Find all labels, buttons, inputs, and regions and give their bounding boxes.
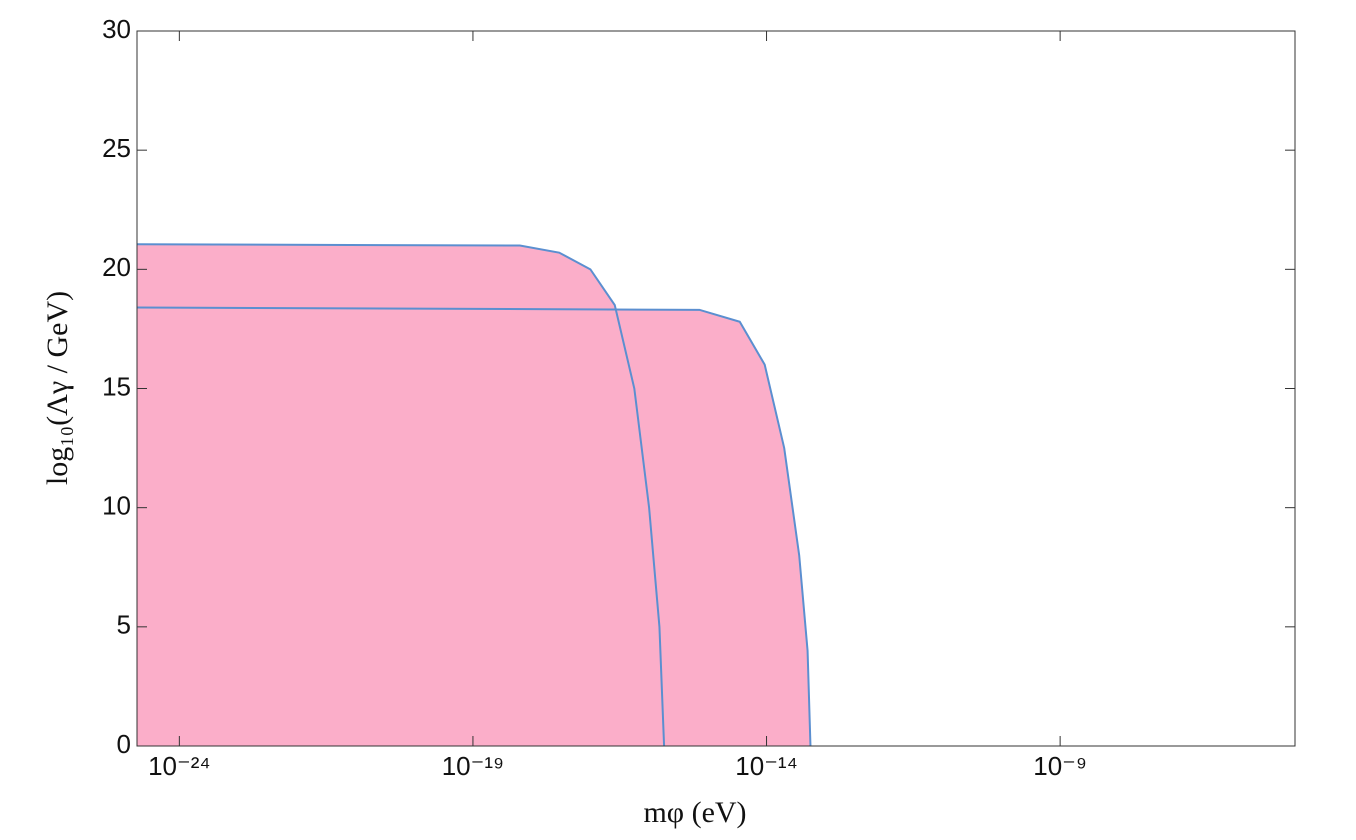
y-axis-label: log₁₀(Λγ / GeV) <box>41 291 74 485</box>
y-tick-label: 5 <box>117 610 131 640</box>
curve <box>136 306 812 747</box>
x-tick-label: 10⁻⁹ <box>1033 751 1087 781</box>
y-tick-label: 10 <box>102 491 131 521</box>
curve <box>136 243 666 747</box>
plot-area <box>136 243 812 747</box>
x-tick-label: 10⁻²⁴ <box>148 751 210 781</box>
y-tick-label: 30 <box>102 14 131 44</box>
x-axis-label: mφ (eV) <box>643 796 746 829</box>
y-tick-label: 20 <box>102 252 131 282</box>
area-fill <box>137 307 811 746</box>
y-tick-label: 25 <box>102 133 131 163</box>
x-tick-label: 10⁻¹⁴ <box>735 751 797 781</box>
x-tick-label: 10⁻¹⁹ <box>442 751 504 781</box>
y-tick-label: 0 <box>117 729 131 759</box>
y-tick-label: 15 <box>102 371 131 401</box>
